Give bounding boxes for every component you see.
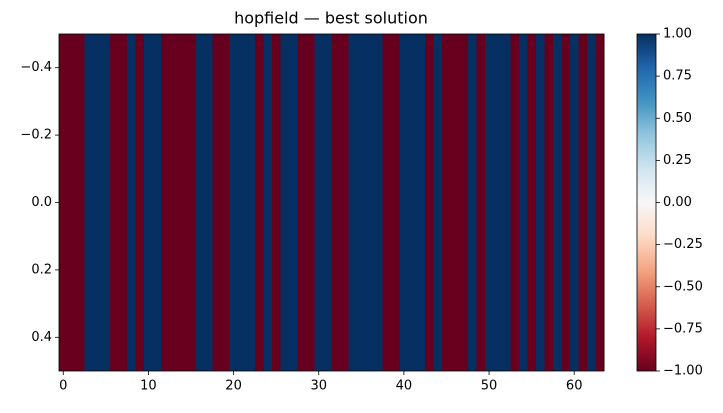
heatmap-cell [399, 34, 409, 371]
heatmap-cell [271, 34, 281, 371]
colorbar-tick-label: 0.75 [663, 69, 692, 84]
heatmap-cell [229, 34, 239, 371]
heatmap-cell [552, 34, 562, 371]
heatmap-cell [84, 34, 94, 371]
heatmap-cell [93, 34, 102, 371]
heatmap-cell [365, 34, 375, 371]
heatmap-cell [433, 34, 443, 371]
y-tick-label: 0.4 [31, 330, 52, 345]
heatmap-cell [518, 34, 528, 371]
x-tick-label: 60 [566, 379, 583, 394]
heatmap-cell [450, 34, 460, 371]
heatmap-cell [535, 34, 545, 371]
heatmap-cell [237, 34, 247, 371]
heatmap-cell [442, 34, 452, 371]
heatmap-cell [101, 34, 111, 371]
heatmap-cell [67, 34, 77, 371]
colorbar-tick-label: −0.50 [663, 279, 703, 294]
colorbar-tick-label: −0.75 [663, 321, 703, 336]
heatmap-cell [212, 34, 222, 371]
heatmap-cell [76, 34, 85, 371]
colorbar [636, 33, 657, 372]
heatmap-cell [144, 34, 153, 371]
heatmap-cell [510, 34, 520, 371]
heatmap-cell [203, 34, 213, 371]
heatmap-cell [169, 34, 179, 371]
heatmap-cell [391, 34, 400, 371]
heatmap-cell [186, 34, 196, 371]
heatmap-cell [280, 34, 290, 371]
heatmap-cell [331, 34, 341, 371]
heatmap-cell [152, 34, 162, 371]
y-tick-label: 0.0 [31, 195, 52, 210]
chart-title: hopfield — best solution [234, 9, 428, 28]
heatmap-cell [586, 34, 596, 371]
heatmap-cell [527, 34, 537, 371]
x-tick-label: 10 [140, 379, 157, 394]
heatmap-cell [493, 34, 503, 371]
heatmap-cell [246, 34, 256, 371]
heatmap-cell [467, 34, 477, 371]
heatmap-cell [220, 34, 230, 371]
x-tick-label: 20 [225, 379, 242, 394]
colorbar-tick-label: −1.00 [663, 364, 703, 379]
heatmap-cell [425, 34, 434, 371]
colorbar-tick-label: 0.25 [663, 153, 692, 168]
heatmap-cell [195, 34, 205, 371]
heatmap-cell [161, 34, 171, 371]
heatmap-cell [340, 34, 349, 371]
heatmap-cell [459, 34, 469, 371]
heatmap-cell [118, 34, 128, 371]
x-tick-label: 0 [59, 379, 67, 394]
heatmap-cell [578, 34, 588, 371]
heatmap-cell [569, 34, 579, 371]
y-tick-label: −0.2 [20, 128, 52, 143]
heatmap-cell [263, 34, 273, 371]
heatmap-cell [501, 34, 511, 371]
heatmap-cell [127, 34, 136, 371]
colorbar-tick-label: 1.00 [663, 27, 692, 42]
colorbar-tick-label: 0.00 [663, 195, 692, 210]
heatmap-cell [314, 34, 324, 371]
heatmap-cell [408, 34, 417, 371]
heatmap-cell [416, 34, 426, 371]
heatmap-cell [59, 34, 68, 371]
y-tick-label: 0.2 [31, 262, 52, 277]
heatmap-cell [110, 34, 119, 371]
x-tick-label: 30 [310, 379, 327, 394]
heatmap-cell [254, 34, 264, 371]
colorbar-tick-label: −0.25 [663, 237, 703, 252]
heatmap-cell [476, 34, 486, 371]
heatmap-cell [178, 34, 188, 371]
heatmap-cell [484, 34, 494, 371]
heatmap-cell [297, 34, 307, 371]
y-tick-label: −0.4 [20, 60, 52, 75]
heatmap-cell [544, 34, 554, 371]
heatmap-cell [595, 34, 605, 371]
heatmap-cell [561, 34, 571, 371]
heatmap-cell [322, 34, 332, 371]
x-tick-label: 50 [481, 379, 498, 394]
heatmap-cell [382, 34, 392, 371]
colorbar-tick-label: 0.50 [663, 111, 692, 126]
x-tick-label: 40 [396, 379, 413, 394]
heatmap-cell [305, 34, 315, 371]
heatmap-cell [357, 34, 366, 371]
heatmap-cell [374, 34, 383, 371]
heatmap-cell [348, 34, 358, 371]
heatmap-cell [288, 34, 298, 371]
heatmap-cell [135, 34, 145, 371]
